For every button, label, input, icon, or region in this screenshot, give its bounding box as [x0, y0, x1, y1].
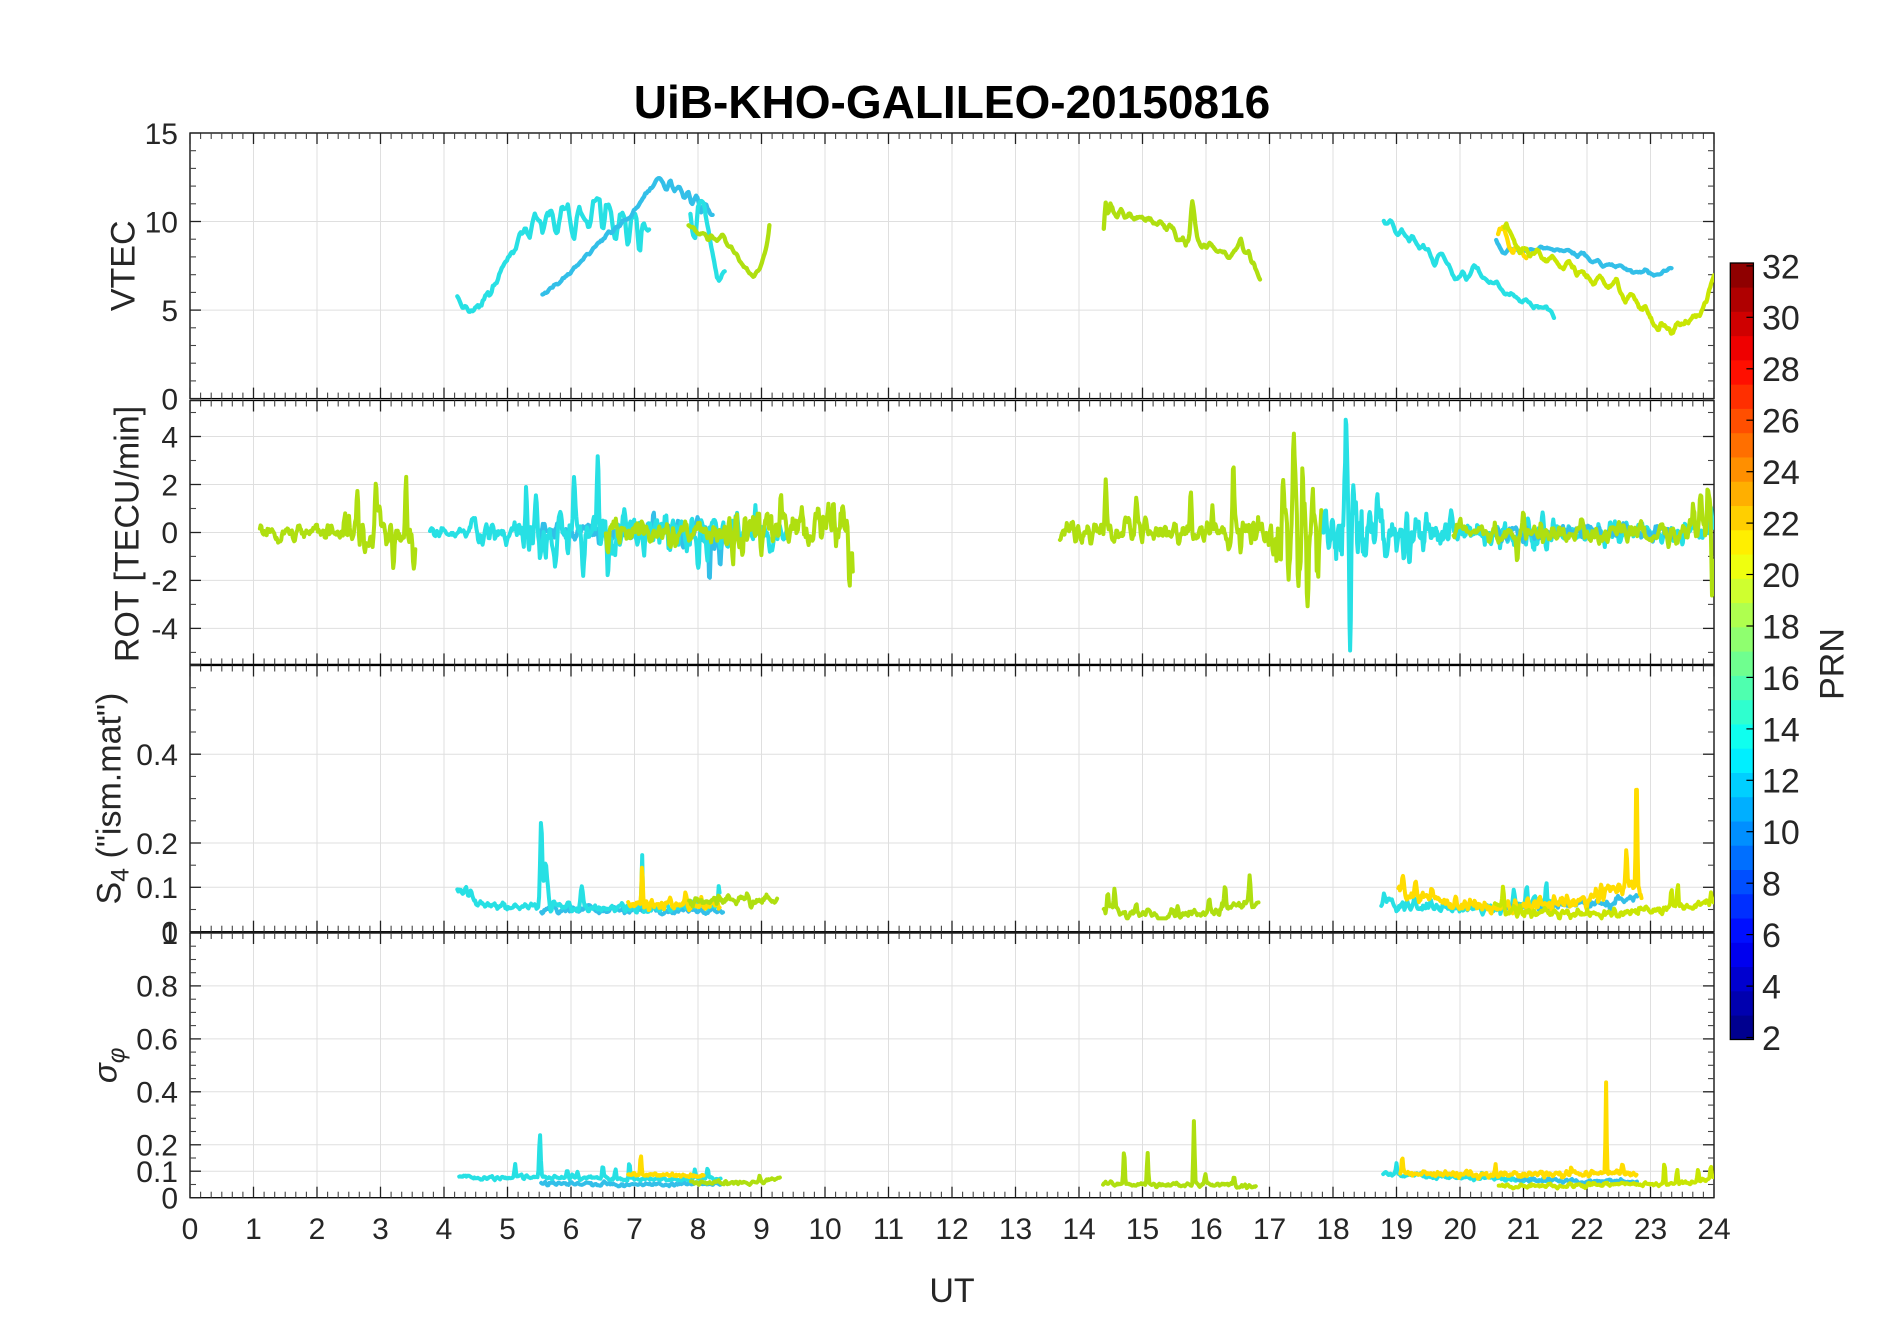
svg-text:0.4: 0.4	[136, 739, 178, 772]
svg-text:24: 24	[1762, 454, 1800, 492]
svg-text:32: 32	[1762, 248, 1800, 286]
svg-text:UiB-KHO-GALILEO-20150816: UiB-KHO-GALILEO-20150816	[634, 76, 1271, 128]
svg-text:0.2: 0.2	[136, 1130, 178, 1163]
svg-text:4: 4	[161, 421, 178, 454]
svg-text:-2: -2	[151, 565, 178, 598]
svg-text:28: 28	[1762, 351, 1800, 389]
svg-text:7: 7	[626, 1213, 643, 1246]
svg-text:9: 9	[753, 1213, 770, 1246]
svg-text:0.2: 0.2	[136, 828, 178, 861]
svg-text:15: 15	[145, 118, 178, 151]
svg-text:8: 8	[690, 1213, 707, 1246]
svg-text:3: 3	[372, 1213, 389, 1246]
svg-text:5: 5	[161, 295, 178, 328]
svg-text:12: 12	[1762, 763, 1800, 801]
svg-text:13: 13	[999, 1213, 1032, 1246]
svg-text:UT: UT	[929, 1272, 974, 1310]
svg-text:6: 6	[563, 1213, 580, 1246]
svg-text:18: 18	[1762, 608, 1800, 646]
svg-text:19: 19	[1380, 1213, 1413, 1246]
svg-text:11: 11	[873, 1213, 904, 1246]
svg-text:26: 26	[1762, 403, 1800, 441]
svg-text:1: 1	[245, 1213, 262, 1246]
svg-text:30: 30	[1762, 300, 1800, 338]
svg-text:10: 10	[145, 206, 178, 239]
svg-text:2: 2	[1762, 1020, 1781, 1058]
svg-text:14: 14	[1762, 711, 1800, 749]
svg-text:14: 14	[1062, 1213, 1095, 1246]
svg-text:20: 20	[1762, 557, 1800, 595]
svg-text:10: 10	[1762, 814, 1800, 852]
svg-text:15: 15	[1126, 1213, 1159, 1246]
svg-text:0.4: 0.4	[136, 1077, 178, 1110]
svg-text:0: 0	[161, 1183, 178, 1216]
svg-text:6: 6	[1762, 917, 1781, 955]
svg-text:5: 5	[499, 1213, 516, 1246]
svg-text:VTEC: VTEC	[105, 220, 143, 311]
svg-text:-4: -4	[151, 613, 178, 646]
svg-text:16: 16	[1762, 660, 1800, 698]
svg-text:12: 12	[935, 1213, 968, 1246]
svg-text:0.6: 0.6	[136, 1024, 178, 1057]
svg-text:17: 17	[1253, 1213, 1286, 1246]
svg-text:1: 1	[161, 918, 178, 951]
svg-text:16: 16	[1189, 1213, 1222, 1246]
svg-text:22: 22	[1762, 506, 1800, 544]
svg-text:2: 2	[161, 469, 178, 502]
svg-text:0: 0	[161, 917, 178, 950]
svg-text:ROT [TECU/min]: ROT [TECU/min]	[109, 406, 147, 662]
svg-text:0.1: 0.1	[136, 872, 178, 905]
svg-text:23: 23	[1634, 1213, 1667, 1246]
svg-text:2: 2	[309, 1213, 326, 1246]
svg-text:0.8: 0.8	[136, 971, 178, 1004]
svg-text:20: 20	[1443, 1213, 1476, 1246]
svg-text:18: 18	[1316, 1213, 1349, 1246]
svg-text:8: 8	[1762, 866, 1781, 904]
svg-text:0: 0	[161, 383, 178, 416]
svg-text:4: 4	[1762, 969, 1781, 1007]
svg-text:21: 21	[1507, 1213, 1540, 1246]
svg-text:4: 4	[436, 1213, 453, 1246]
svg-text:0: 0	[182, 1213, 199, 1246]
svg-text:PRN: PRN	[1814, 628, 1852, 700]
svg-text:24: 24	[1697, 1213, 1730, 1246]
svg-text:0.1: 0.1	[136, 1156, 178, 1189]
svg-text:0: 0	[161, 517, 178, 550]
svg-text:22: 22	[1570, 1213, 1603, 1246]
svg-text:10: 10	[808, 1213, 841, 1246]
